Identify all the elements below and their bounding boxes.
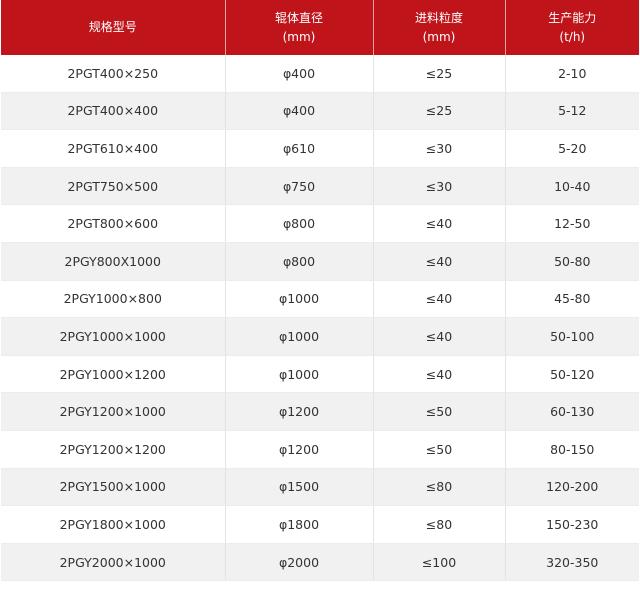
table-row: 2PGY1500×1000 φ1500 ≤80 120-200 [1,468,639,507]
table-cell: 150-230 [505,505,639,544]
table-row: 2PGT800×600 φ800 ≤40 12-50 [1,204,639,243]
header-unit: (t/h) [559,29,586,44]
table-cell: ≤30 [373,167,506,206]
table-cell: φ1800 [225,505,374,544]
table-cell: 2PGY1000×1200 [1,355,226,394]
header-unit: (mm) [282,29,316,44]
table-row: 2PGY2000×1000 φ2000 ≤100 320-350 [1,543,639,582]
table-cell: φ400 [225,55,374,93]
table-cell: φ800 [225,242,374,281]
header-unit: (mm) [422,29,456,44]
table-cell: φ1500 [225,468,374,507]
table-cell: 2PGT750×500 [1,167,226,206]
table-cell: φ1200 [225,430,374,469]
table-cell: φ2000 [225,543,374,582]
table-cell: ≤25 [373,55,506,93]
table-cell: ≤30 [373,129,506,168]
table-cell: 2PGY1000×800 [1,280,226,319]
table-cell: 50-80 [505,242,639,281]
table-row: 2PGT610×400 φ610 ≤30 5-20 [1,129,639,168]
table-cell: φ750 [225,167,374,206]
table-cell: 60-130 [505,392,639,431]
table-row: 2PGY1000×800 φ1000 ≤40 45-80 [1,280,639,319]
table-cell: 50-120 [505,355,639,394]
header-cell: 辊体直径 (mm) [225,0,374,55]
table-cell: 2PGT800×600 [1,204,226,243]
header-cell: 生产能力 (t/h) [505,0,639,55]
header-title: 规格型号 [88,20,137,34]
table-cell: 2PGY2000×1000 [1,543,226,582]
table-cell: 45-80 [505,280,639,319]
table-body: 2PGT400×250 φ400 ≤25 2-10 2PGT400×400 φ400 ≤25… [1,55,639,582]
header-title: 生产能力 [548,10,597,25]
table-cell: 2PGT400×250 [1,55,226,93]
table-cell: ≤50 [373,392,506,431]
table-cell: φ1000 [225,317,374,356]
header-title: 进料粒度 [414,10,463,25]
table-cell: 5-20 [505,129,639,168]
table-cell: 2PGY1000×1000 [1,317,226,356]
table-row: 2PGT750×500 φ750 ≤30 10-40 [1,167,639,206]
table-cell: φ1000 [225,280,374,319]
table-cell: ≤40 [373,280,506,319]
header-cell: 规格型号 [1,0,226,55]
table-cell: 2PGT610×400 [1,129,226,168]
table-cell: 2PGY1200×1200 [1,430,226,469]
header-title: 辊体直径 [274,10,323,25]
table-row: 2PGY800X1000 φ800 ≤40 50-80 [1,242,639,281]
table-cell: 2PGY800X1000 [1,242,226,281]
table-row: 2PGY1800×1000 φ1800 ≤80 150-230 [1,505,639,544]
table-cell: φ610 [225,129,374,168]
table-cell: ≤100 [373,543,506,582]
table-cell: ≤80 [373,505,506,544]
table-cell: 2PGY1800×1000 [1,505,226,544]
table-cell: φ1200 [225,392,374,431]
table-cell: ≤25 [373,92,506,131]
table-cell: ≤40 [373,355,506,394]
table-cell: 10-40 [505,167,639,206]
table-cell: 2-10 [505,55,639,93]
table-row: 2PGT400×400 φ400 ≤25 5-12 [1,92,639,131]
table-cell: φ1000 [225,355,374,394]
table-cell: 12-50 [505,204,639,243]
table-cell: 2PGT400×400 [1,92,226,131]
table-cell: ≤40 [373,242,506,281]
table-row: 2PGY1200×1000 φ1200 ≤50 60-130 [1,392,639,431]
table-row: 2PGY1000×1200 φ1000 ≤40 50-120 [1,355,639,394]
table-cell: ≤50 [373,430,506,469]
table-row: 2PGY1000×1000 φ1000 ≤40 50-100 [1,317,639,356]
table-cell: 2PGY1500×1000 [1,468,226,507]
table-cell: ≤40 [373,204,506,243]
table-cell: ≤80 [373,468,506,507]
table-cell: φ400 [225,92,374,131]
header-cell: 进料粒度 (mm) [373,0,506,55]
table-cell: 50-100 [505,317,639,356]
table-row: 2PGY1200×1200 φ1200 ≤50 80-150 [1,430,639,469]
table-cell: 120-200 [505,468,639,507]
table-row: 2PGT400×250 φ400 ≤25 2-10 [1,55,639,93]
header-row: 规格型号 辊体直径 (mm) 进料粒度 (mm) 生产能力 (t/h) [1,0,639,55]
table-cell: 2PGY1200×1000 [1,392,226,431]
table-cell: ≤40 [373,317,506,356]
table-cell: 320-350 [505,543,639,582]
table-cell: 80-150 [505,430,639,469]
table-cell: φ800 [225,204,374,243]
table-cell: 5-12 [505,92,639,131]
